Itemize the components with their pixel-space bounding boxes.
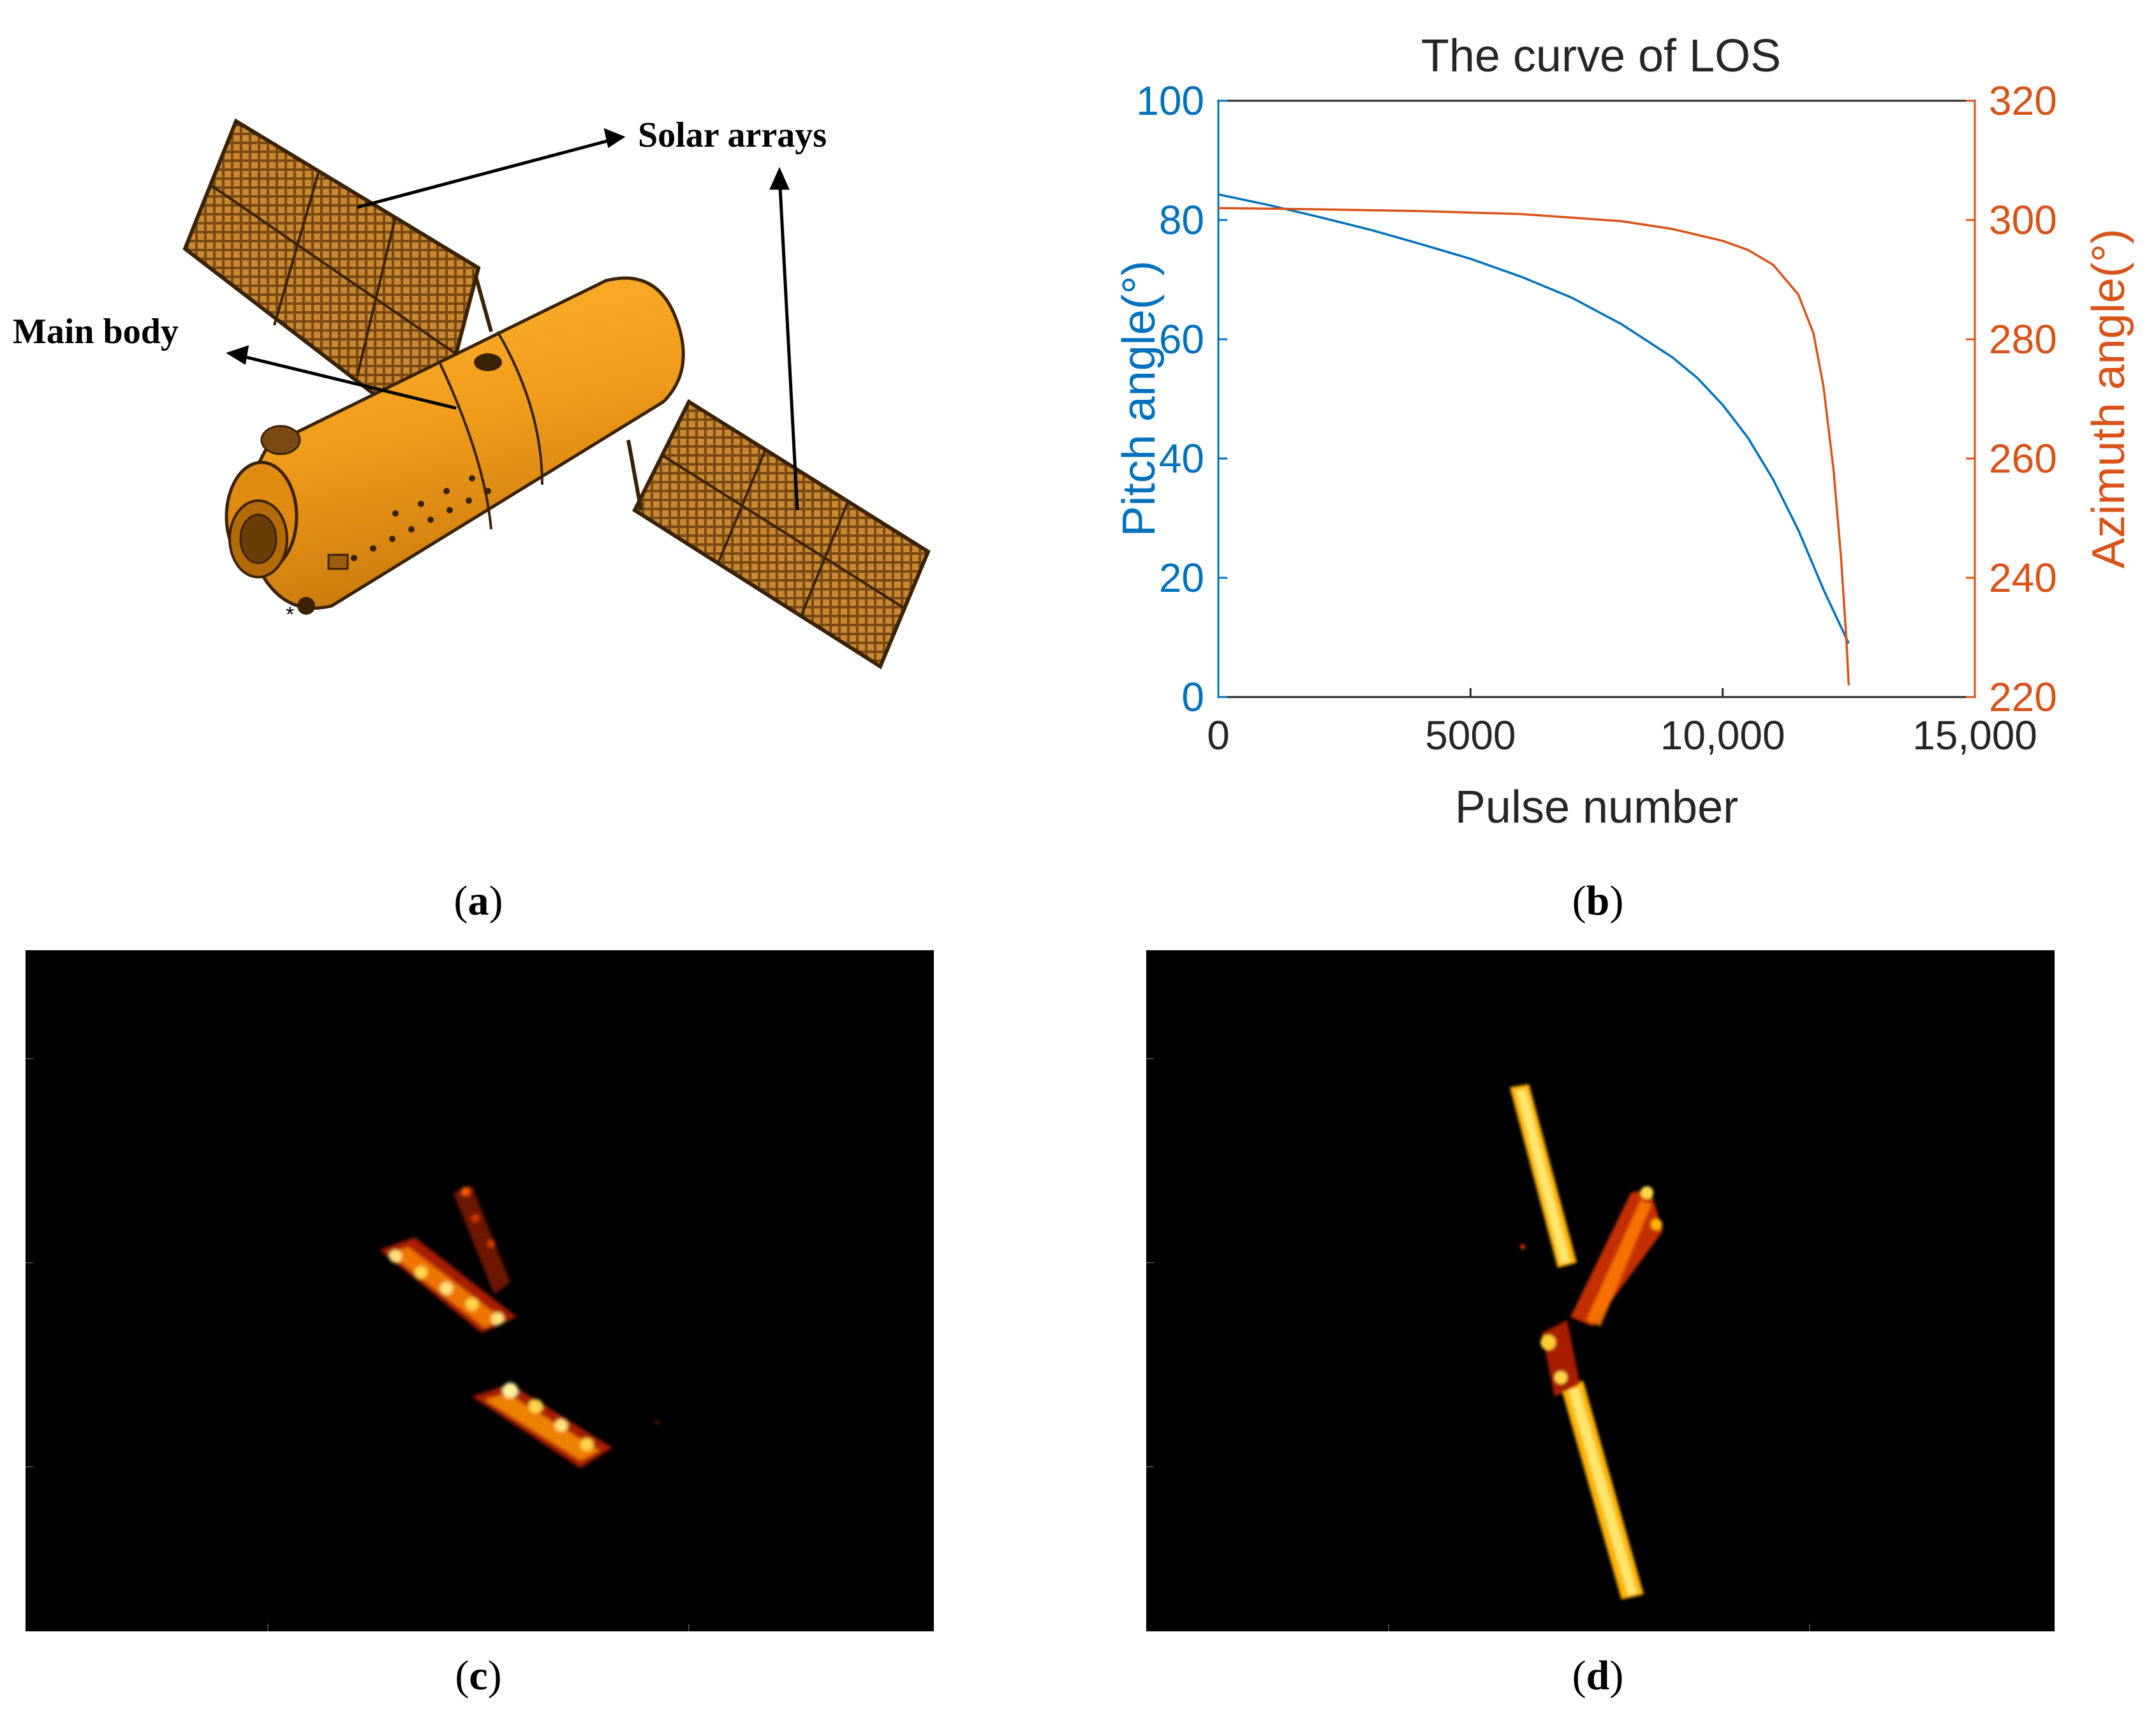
los-chart: The curve of LOS 0 5000 10,000 15,000 0 20 40 6… xyxy=(1114,31,2134,833)
panel-d-isar-image xyxy=(1146,950,2055,1631)
y-left-tick-label: 60 xyxy=(1159,316,1204,362)
solar-array-lower xyxy=(632,399,931,670)
body-rivets xyxy=(351,475,491,561)
panel-c-isar-image xyxy=(26,950,934,1631)
satellite-illustration: * xyxy=(182,118,931,670)
y-axis-label-right: Azimuth angle(°) xyxy=(2083,228,2134,568)
x-axis-label: Pulse number xyxy=(1455,782,1738,833)
caption-d: (d) xyxy=(1572,1652,1624,1699)
isar-image-d xyxy=(1146,1058,1810,1631)
isar-image-c xyxy=(26,1058,690,1631)
y-left-tick-label: 0 xyxy=(1181,674,1204,720)
scatter-target-c xyxy=(380,1186,659,1468)
y-right-tick-label: 220 xyxy=(1989,674,2057,720)
label-solar-arrays: Solar arrays xyxy=(638,115,827,155)
panel-a-satellite: * Solar arrays Main body xyxy=(0,0,1046,855)
y-left-tick-label: 80 xyxy=(1159,197,1204,243)
y-right-tick-label: 240 xyxy=(1989,555,2057,601)
x-tick-label: 0 xyxy=(1207,712,1230,758)
x-tick-label: 5000 xyxy=(1425,712,1516,758)
y-right-tick-label: 280 xyxy=(1989,316,2057,362)
azimuth-angle-line xyxy=(1218,207,1850,686)
svg-text:*: * xyxy=(286,603,294,627)
y-axis-label-left: Pitch angle(°) xyxy=(1114,261,1165,537)
x-tick-label: 15,000 xyxy=(1912,712,2037,758)
y-right-tick-label: 320 xyxy=(1989,78,2057,124)
caption-b: (b) xyxy=(1572,878,1624,924)
plot-area xyxy=(1217,99,1976,698)
panel-b-chart: The curve of LOS 0 5000 10,000 15,000 0 20 40 6… xyxy=(1046,0,2156,855)
y-left-tick-label: 40 xyxy=(1159,436,1204,481)
y-right-tick-label: 300 xyxy=(1989,197,2057,243)
y-right-tick-label: 260 xyxy=(1989,436,2057,481)
solar-array-upper xyxy=(182,118,481,444)
series-lines xyxy=(1218,193,1850,686)
caption-a: (a) xyxy=(454,878,503,924)
pitch-angle-line xyxy=(1218,193,1850,644)
y-left-tick-label: 20 xyxy=(1159,555,1204,601)
chart-title: The curve of LOS xyxy=(1421,31,1781,82)
axes-ticks: 0 5000 10,000 15,000 0 20 40 60 80 100 220 240 260 28… xyxy=(1136,78,2057,758)
x-tick-label: 10,000 xyxy=(1660,712,1785,758)
label-main-body: Main body xyxy=(13,312,179,351)
satellite-main-body: * xyxy=(225,276,685,627)
caption-c: (c) xyxy=(455,1652,502,1699)
y-left-tick-label: 100 xyxy=(1136,78,1204,124)
annotation-arrows xyxy=(226,128,799,511)
scatter-target-d xyxy=(1510,1084,1663,1599)
